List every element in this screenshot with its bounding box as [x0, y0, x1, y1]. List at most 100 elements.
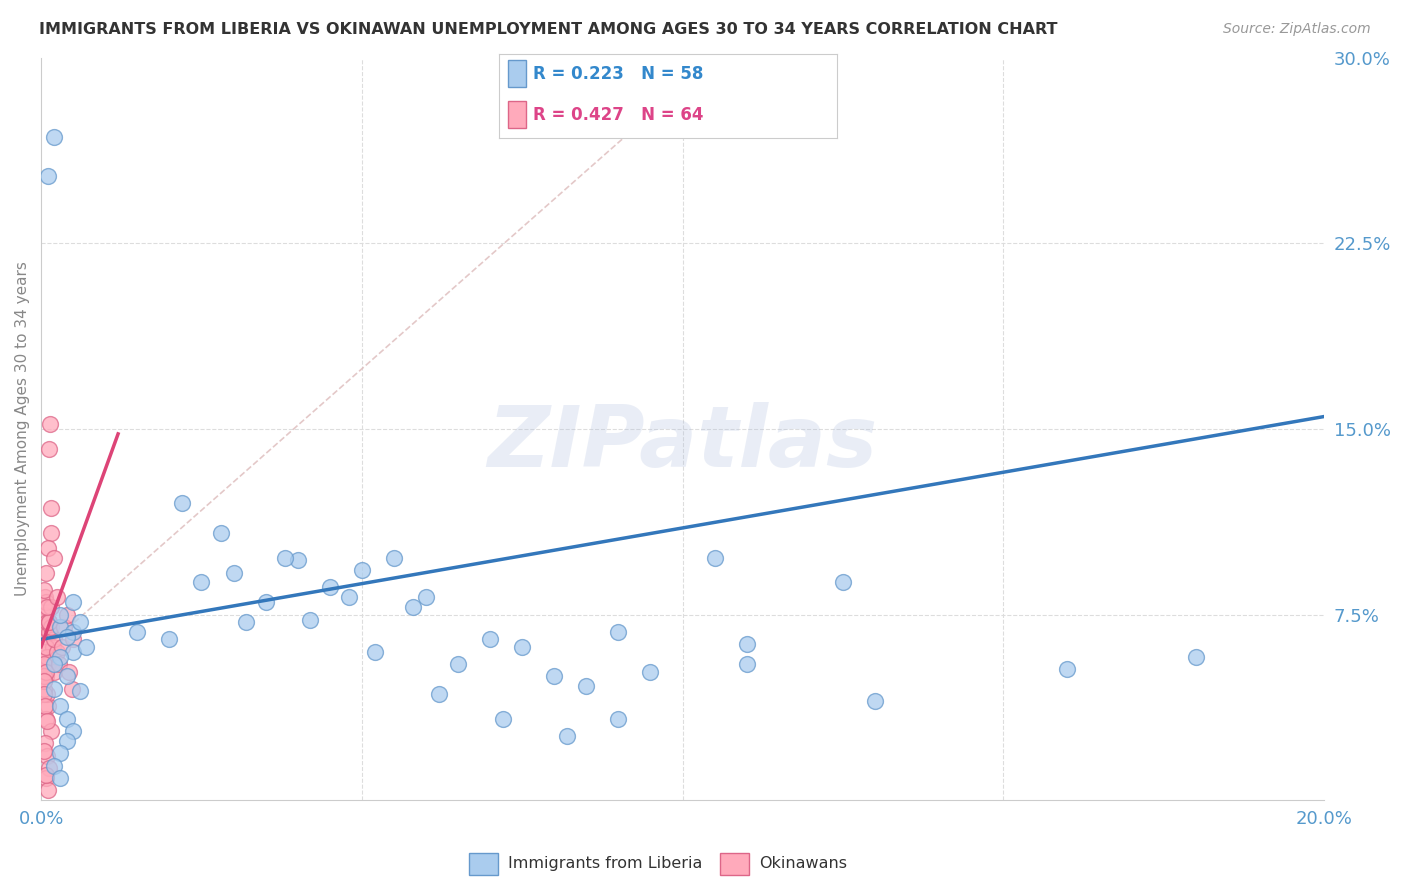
Point [49, 649, 72, 664]
Point [42, 665, 65, 679]
Point [62, 645, 84, 659]
Point [60, 681, 83, 696]
Text: Source: ZipAtlas.com: Source: ZipAtlas.com [1223, 22, 1371, 37]
Point [510, 640, 533, 654]
Point [49, 746, 72, 760]
Point [402, 600, 425, 615]
Point [37, 699, 59, 714]
Point [38, 442, 60, 456]
Point [34, 768, 56, 782]
Point [58, 665, 80, 679]
Point [51, 640, 73, 654]
Point [75, 640, 97, 654]
Point [45, 591, 67, 605]
Point [35, 595, 58, 609]
Point [55, 734, 77, 748]
Point [190, 575, 212, 590]
Point [299, 613, 322, 627]
Point [46, 645, 69, 659]
Point [37, 541, 59, 555]
Point [55, 712, 77, 726]
Point [39, 525, 62, 540]
Point [38, 624, 60, 639]
Point [1184, 649, 1206, 664]
Point [34, 665, 56, 679]
Point [38, 615, 60, 629]
Point [34, 582, 56, 597]
Point [447, 657, 470, 671]
Point [49, 771, 72, 785]
Point [42, 129, 65, 144]
Text: ZIPatlas: ZIPatlas [488, 402, 877, 485]
Point [34, 699, 56, 714]
Point [543, 669, 565, 683]
Point [37, 783, 59, 797]
Point [34, 566, 56, 580]
Point [555, 729, 578, 743]
Point [35, 649, 58, 664]
Point [53, 620, 76, 634]
Point [337, 591, 360, 605]
Point [32, 645, 55, 659]
Point [363, 645, 385, 659]
Text: R = 0.427   N = 64: R = 0.427 N = 64 [533, 105, 703, 123]
Point [32, 744, 55, 758]
Point [41, 620, 63, 634]
Point [62, 595, 84, 609]
Point [415, 591, 437, 605]
Point [39, 417, 62, 431]
Point [42, 681, 65, 696]
Text: Immigrants from Liberia: Immigrants from Liberia [509, 855, 703, 871]
Point [32, 681, 55, 696]
Point [235, 615, 257, 629]
Point [62, 632, 84, 647]
Point [38, 761, 60, 775]
Point [427, 687, 450, 701]
Point [35, 649, 58, 664]
Point [34, 649, 56, 664]
Point [42, 758, 65, 772]
Point [55, 607, 77, 622]
Point [35, 669, 58, 683]
Text: IMMIGRANTS FROM LIBERIA VS OKINAWAN UNEMPLOYMENT AMONG AGES 30 TO 34 YEARS CORRE: IMMIGRANTS FROM LIBERIA VS OKINAWAN UNEM… [39, 22, 1057, 37]
Point [42, 632, 65, 647]
Point [32, 687, 55, 701]
Point [35, 714, 58, 728]
Point [62, 723, 84, 738]
Point [32, 674, 55, 689]
Point [35, 632, 58, 647]
Point [35, 615, 58, 629]
Bar [508, 61, 526, 87]
Point [35, 748, 58, 763]
Point [34, 736, 56, 750]
Point [38, 624, 60, 639]
Point [48, 657, 70, 671]
Point [37, 657, 59, 671]
Point [287, 553, 309, 567]
Point [35, 712, 58, 726]
Point [55, 669, 77, 683]
Point [34, 665, 56, 679]
Point [34, 607, 56, 622]
Point [254, 595, 277, 609]
Point [34, 640, 56, 654]
Point [41, 640, 63, 654]
Bar [470, 853, 499, 875]
Point [35, 615, 58, 629]
Point [38, 615, 60, 629]
Point [62, 624, 84, 639]
Point [350, 563, 373, 577]
Point [41, 501, 63, 516]
Point [34, 600, 56, 615]
Point [319, 580, 342, 594]
Point [34, 637, 56, 651]
Point [34, 674, 56, 689]
Point [1056, 662, 1078, 676]
Point [735, 637, 758, 651]
Point [209, 525, 232, 540]
Point [575, 679, 598, 693]
Point [863, 694, 886, 708]
Point [34, 591, 56, 605]
Y-axis label: Unemployment Among Ages 30 to 34 years: Unemployment Among Ages 30 to 34 years [15, 261, 30, 597]
Point [55, 630, 77, 644]
